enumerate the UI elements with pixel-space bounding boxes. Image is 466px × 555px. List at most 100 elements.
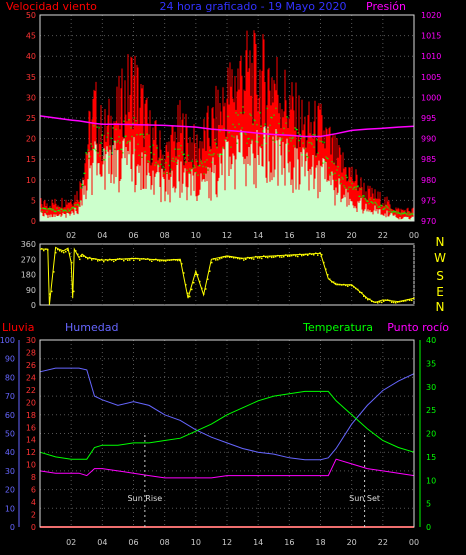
average-point — [361, 196, 363, 199]
rain-tick-label: 16 — [26, 423, 36, 432]
average-point — [58, 209, 60, 212]
wind-direction-point — [77, 253, 79, 256]
rain-tick-label: 18 — [26, 411, 36, 420]
wind-direction-point — [395, 301, 397, 304]
wind-direction-point — [89, 256, 91, 259]
average-point — [365, 199, 367, 201]
average-point — [104, 159, 106, 161]
wind-direction-point — [225, 256, 227, 258]
wind-direction-point — [73, 290, 75, 293]
average-point — [78, 205, 80, 207]
average-point — [185, 161, 187, 163]
wind-direction-point — [413, 297, 415, 300]
rain-tick-label: 12 — [26, 448, 36, 457]
average-point — [364, 197, 366, 200]
average-point — [54, 210, 56, 213]
average-point — [410, 214, 412, 216]
average-point — [181, 151, 183, 153]
wind-direction-point — [321, 253, 323, 256]
average-point — [105, 149, 107, 152]
average-point — [74, 204, 76, 206]
average-point — [289, 137, 291, 139]
wind-direction-point — [229, 256, 231, 258]
average-point — [396, 212, 398, 215]
wind-direction-point — [119, 258, 121, 260]
average-point — [142, 133, 144, 136]
average-point — [281, 137, 283, 140]
average-point — [393, 210, 395, 212]
wind-direction-point — [185, 283, 187, 286]
average-point — [140, 133, 142, 135]
wind-direction-point — [355, 287, 357, 290]
average-point — [300, 137, 302, 139]
direction-tick-label: 0 — [31, 301, 36, 310]
average-point — [269, 124, 271, 127]
wind-direction-point — [375, 301, 377, 303]
average-point — [278, 122, 280, 125]
average-point — [53, 210, 55, 212]
temperature-tick-label: 30 — [426, 383, 436, 392]
dew-point-label: Punto rocío — [387, 321, 449, 334]
average-point — [116, 141, 118, 143]
average-point — [97, 152, 99, 154]
average-point — [261, 144, 263, 146]
wind-direction-point — [159, 260, 161, 262]
series-line-temperatura — [39, 390, 415, 460]
wind-direction-point — [339, 283, 341, 286]
average-point — [253, 119, 255, 121]
average-point — [148, 161, 150, 163]
x-tick-label: 08 — [160, 538, 170, 547]
average-point — [154, 164, 156, 166]
average-point — [348, 186, 350, 188]
average-point — [329, 174, 331, 176]
wind-tick-label: 35 — [26, 73, 36, 82]
wind-direction-point — [305, 253, 307, 256]
average-point — [187, 154, 189, 157]
average-point — [130, 127, 132, 129]
rain-tick-label: 14 — [26, 436, 36, 445]
wind-tick-label: 45 — [26, 32, 36, 41]
x-tick-label: 18 — [315, 538, 325, 547]
average-point — [192, 167, 194, 169]
pressure-tick-label: 980 — [421, 176, 436, 185]
wind-direction-point — [383, 300, 385, 302]
wind-direction-point — [95, 258, 97, 260]
average-point — [231, 135, 233, 137]
average-point — [336, 169, 338, 171]
wind-direction-point — [385, 299, 387, 301]
wind-direction-point — [267, 256, 269, 259]
wind-direction-point — [231, 256, 233, 258]
wind-direction-point — [175, 259, 177, 261]
average-point — [387, 207, 389, 209]
wind-direction-point — [253, 258, 255, 260]
average-point — [112, 127, 114, 129]
average-point — [302, 142, 304, 144]
average-point — [111, 152, 113, 154]
wind-direction-point — [199, 280, 201, 283]
wind-direction-point — [359, 291, 361, 293]
wind-direction-point — [85, 256, 87, 259]
average-point — [85, 151, 87, 154]
average-point — [268, 135, 270, 137]
average-point — [305, 154, 307, 156]
average-point — [123, 120, 125, 122]
average-point — [400, 213, 402, 216]
wind-direction-point — [59, 249, 61, 252]
average-point — [86, 153, 88, 155]
average-point — [198, 165, 200, 167]
wind-direction-point — [317, 254, 319, 256]
average-point — [210, 154, 212, 156]
average-point — [406, 213, 408, 216]
average-point — [370, 201, 372, 203]
direction-tick-label: 180 — [21, 271, 36, 280]
average-point — [213, 152, 215, 155]
average-point — [98, 127, 100, 129]
average-point — [99, 155, 101, 157]
average-point — [240, 112, 242, 114]
wind-direction-point — [315, 252, 317, 255]
average-point — [223, 128, 225, 130]
average-point — [280, 139, 282, 141]
wind-direction-point — [209, 270, 211, 272]
average-point — [212, 154, 214, 156]
wind-direction-point — [223, 256, 225, 258]
